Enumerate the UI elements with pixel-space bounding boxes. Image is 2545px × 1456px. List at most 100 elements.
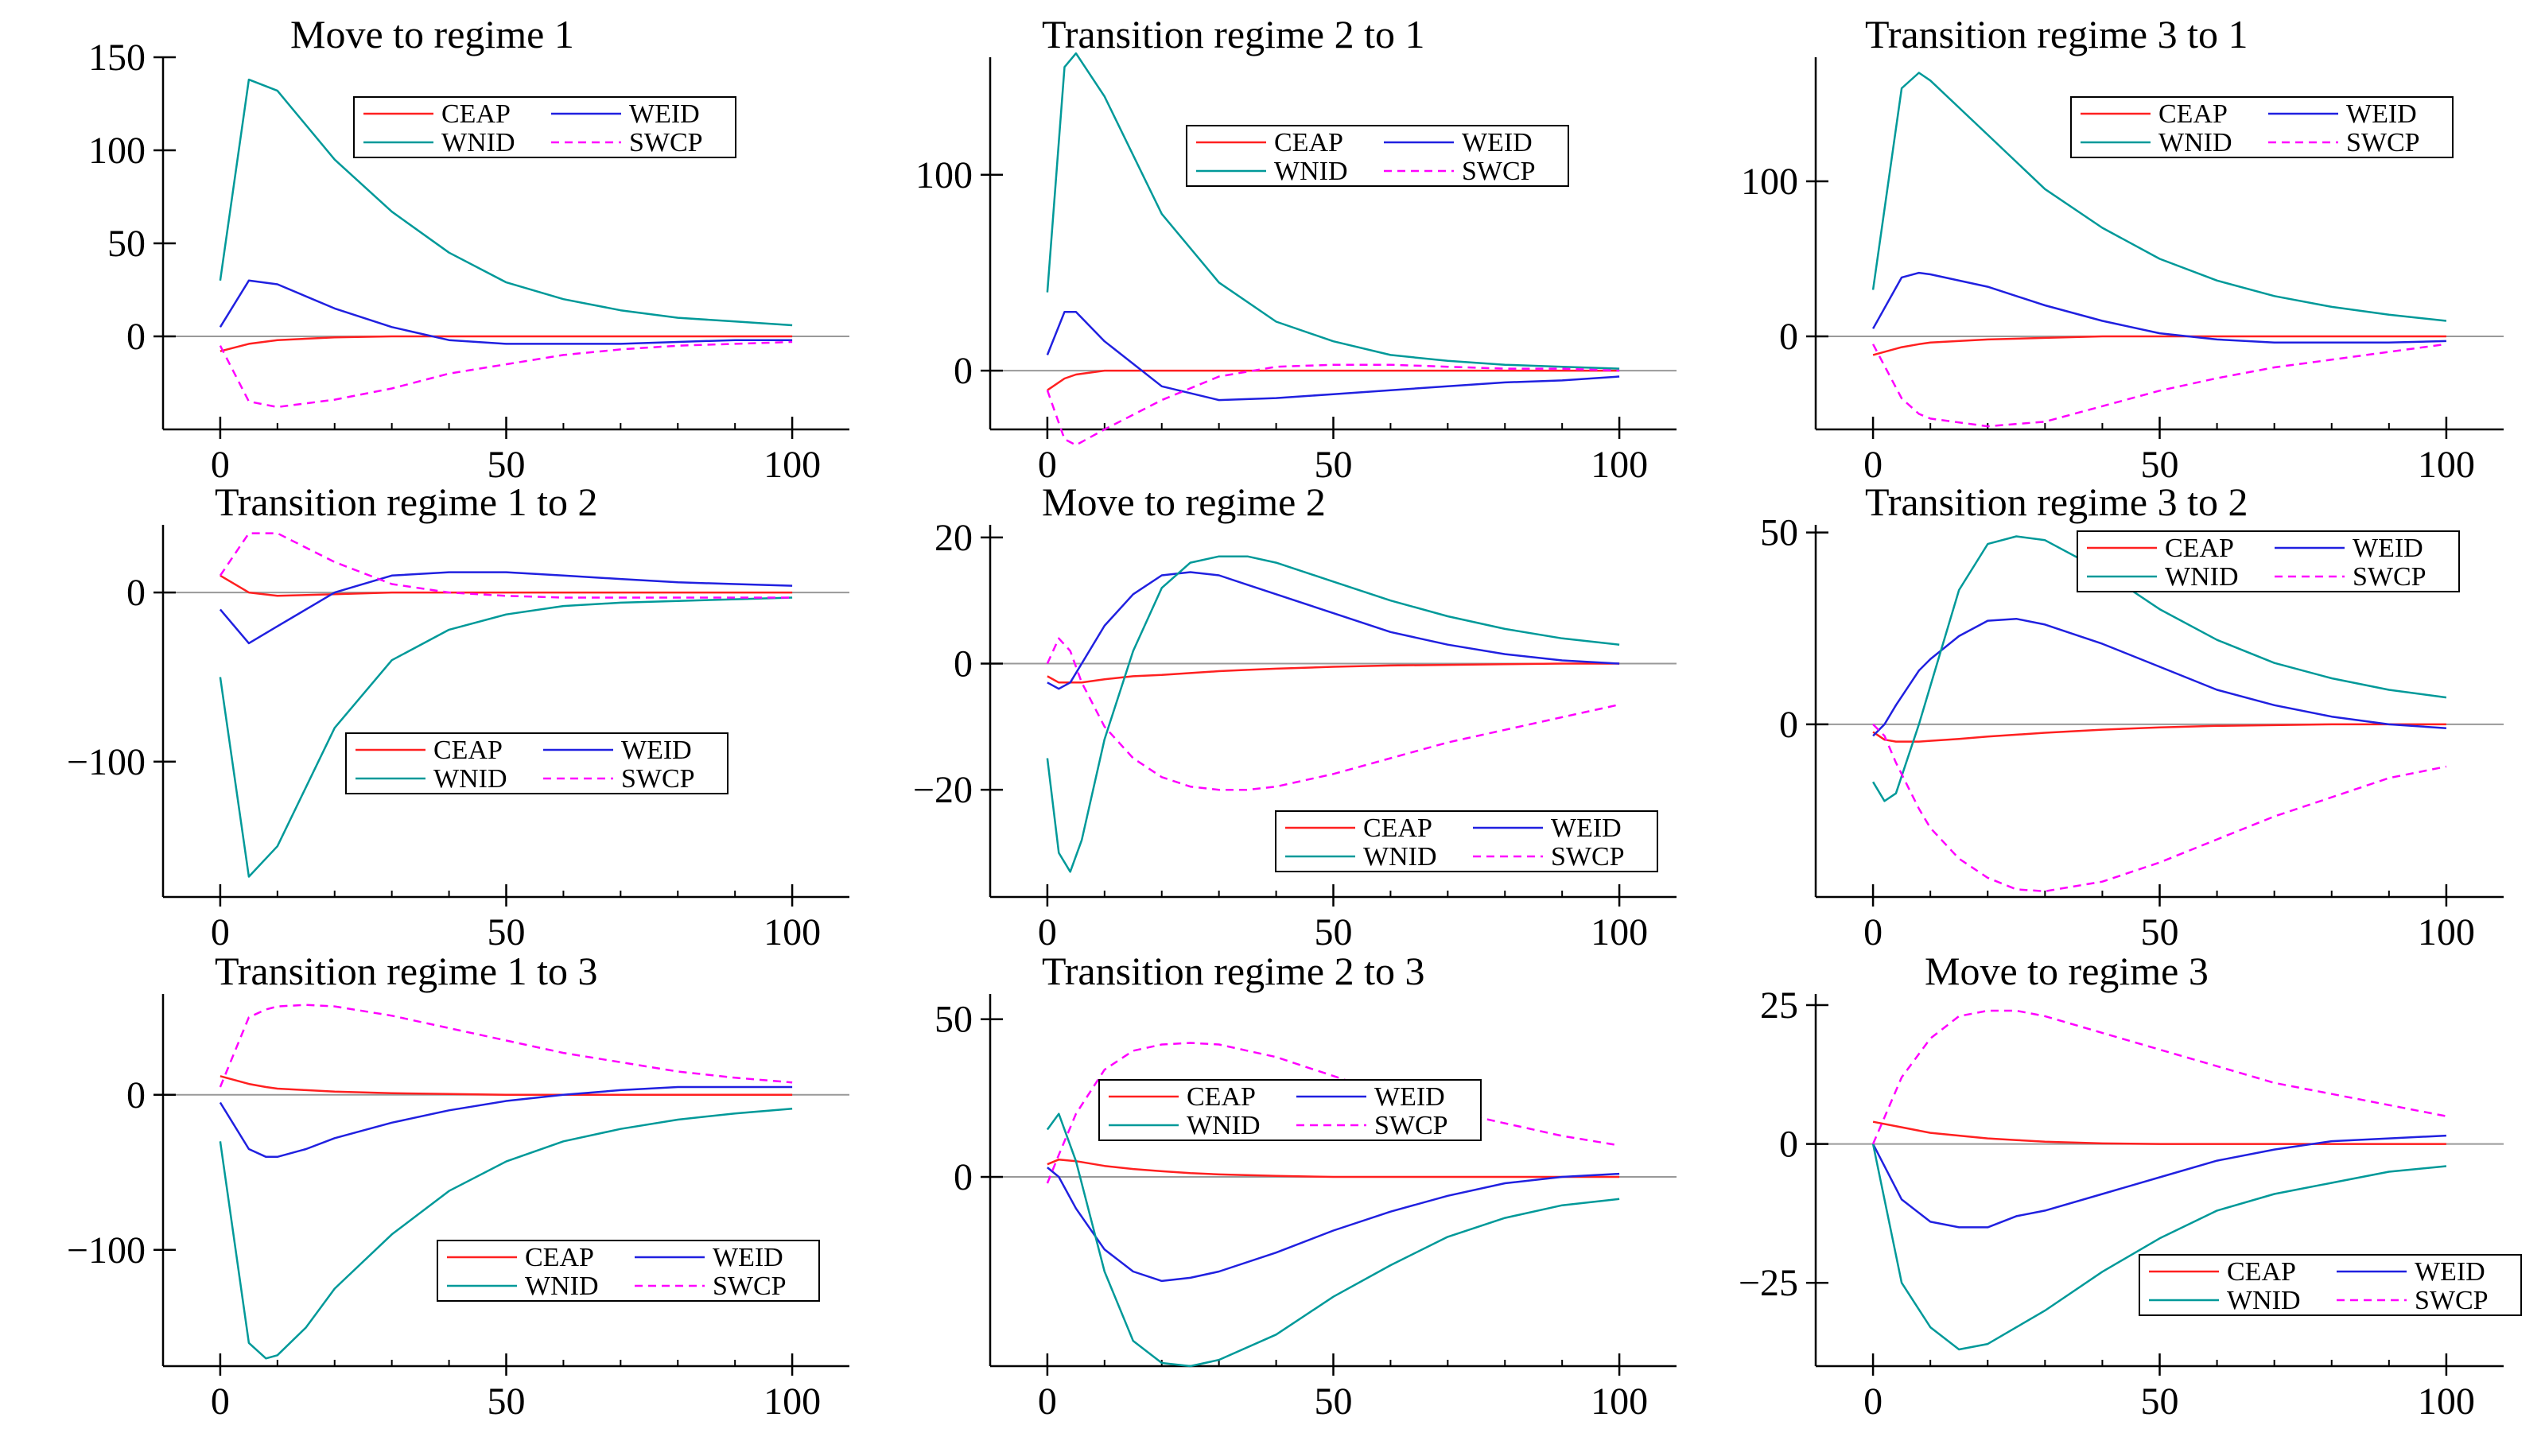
legend-label-swcp: SWCP bbox=[2346, 128, 2420, 157]
legend: CEAP WEID WNID SWCP bbox=[1275, 810, 1658, 872]
x-tick-label: 50 bbox=[2141, 911, 2179, 953]
series-line-weid bbox=[219, 1085, 793, 1159]
panel-transition-regime-2-to-1: 0 50 100 100 0 Transition regime 2 to 1 CEAP WE… bbox=[915, 12, 1677, 486]
legend-label-ceap: CEAP bbox=[1187, 1082, 1256, 1112]
x-tick-label: 0 bbox=[211, 911, 230, 953]
legend-label-ceap: CEAP bbox=[2158, 99, 2228, 129]
legend: CEAP WEID WNID SWCP bbox=[2077, 530, 2460, 592]
series-line-weid bbox=[1047, 1167, 1620, 1283]
series-line-ceap bbox=[1047, 1158, 1620, 1178]
y-tick-label: 20 bbox=[934, 517, 973, 559]
legend-box bbox=[2070, 96, 2454, 158]
x-tick-label: 0 bbox=[1038, 444, 1057, 486]
panel-title: Transition regime 1 to 3 bbox=[215, 949, 597, 993]
series-line-wnid bbox=[1871, 72, 2447, 322]
legend-box bbox=[437, 1240, 820, 1302]
y-tick-label: −100 bbox=[67, 1229, 146, 1272]
panel-move-to-regime-3: 0 50 100 25 0 −25 Move to regime 3 CEAP WEID WNID… bbox=[1739, 949, 2522, 1423]
panel-transition-regime-3-to-1: 0 50 100 100 0 Transition regime 3 to 1 CEAP WE… bbox=[1741, 12, 2504, 486]
legend: CEAP WEID WNID SWCP bbox=[1186, 125, 1569, 187]
x-tick-label: 100 bbox=[764, 444, 821, 486]
panel-title: Transition regime 3 to 2 bbox=[1865, 480, 2248, 524]
x-tick-label: 0 bbox=[1863, 444, 1883, 486]
x-tick-label: 0 bbox=[1863, 911, 1883, 953]
series-line-wnid bbox=[1046, 52, 1620, 370]
legend: CEAP WEID WNID SWCP bbox=[353, 96, 736, 158]
x-tick-label: 0 bbox=[1863, 1380, 1883, 1423]
series-line-wnid bbox=[1046, 555, 1620, 873]
y-tick-label: 50 bbox=[107, 223, 146, 265]
panel-title: Transition regime 1 to 2 bbox=[215, 480, 597, 524]
legend-box bbox=[1098, 1079, 1482, 1141]
legend: CEAP WEID WNID SWCP bbox=[1098, 1079, 1482, 1141]
y-tick-label: 25 bbox=[1760, 984, 1798, 1027]
legend-label-swcp: SWCP bbox=[2353, 562, 2426, 592]
legend-label-weid: WEID bbox=[2346, 99, 2417, 129]
series-line-wnid bbox=[1871, 1143, 2447, 1351]
legend-label-ceap: CEAP bbox=[2227, 1257, 2296, 1287]
series-line-ceap bbox=[1047, 662, 1620, 684]
legend-label-swcp: SWCP bbox=[1551, 842, 1625, 872]
y-tick-label: 0 bbox=[126, 572, 146, 614]
y-tick-label: 100 bbox=[1741, 161, 1798, 203]
panel-transition-regime-3-to-2: 0 50 100 50 0 Transition regime 3 to 2 CEAP WEI… bbox=[1760, 480, 2504, 953]
x-tick-label: 100 bbox=[2418, 1380, 2475, 1423]
legend-label-ceap: CEAP bbox=[441, 99, 511, 129]
legend-label-wnid: WNID bbox=[525, 1272, 599, 1301]
legend: CEAP WEID WNID SWCP bbox=[2139, 1254, 2522, 1316]
y-tick-label: 0 bbox=[1779, 1124, 1798, 1166]
x-tick-label: 50 bbox=[1315, 911, 1353, 953]
x-tick-label: 50 bbox=[2141, 1380, 2179, 1423]
legend-label-weid: WEID bbox=[1374, 1082, 1445, 1112]
legend-label-swcp: SWCP bbox=[1462, 157, 1536, 186]
x-tick-label: 50 bbox=[1315, 444, 1353, 486]
legend-label-weid: WEID bbox=[629, 99, 700, 129]
series-line-weid bbox=[219, 571, 793, 645]
x-tick-label: 0 bbox=[211, 444, 230, 486]
legend-label-wnid: WNID bbox=[433, 764, 507, 794]
series-line-weid bbox=[1046, 310, 1620, 402]
panel-title: Move to regime 1 bbox=[290, 12, 574, 56]
x-tick-label: 100 bbox=[2418, 444, 2475, 486]
legend-label-swcp: SWCP bbox=[2415, 1286, 2489, 1315]
panel-move-to-regime-2: 0 50 100 20 0 −20 Move to regime 2 CEAP WEID WNID… bbox=[913, 480, 1677, 953]
x-tick-label: 0 bbox=[1038, 911, 1057, 953]
y-tick-label: 0 bbox=[126, 1074, 146, 1116]
series-line-swcp bbox=[219, 340, 793, 409]
series-line-weid bbox=[1871, 1134, 2446, 1229]
panel-title: Move to regime 3 bbox=[1925, 949, 2209, 993]
y-tick-label: −20 bbox=[913, 769, 973, 811]
legend-label-wnid: WNID bbox=[1187, 1111, 1261, 1140]
legend-label-ceap: CEAP bbox=[525, 1243, 594, 1272]
legend-box bbox=[1186, 125, 1569, 187]
x-tick-label: 100 bbox=[764, 911, 821, 953]
legend-label-wnid: WNID bbox=[441, 128, 515, 157]
y-tick-label: 100 bbox=[915, 154, 973, 196]
panel-move-to-regime-1: 0 50 100 150 100 50 0 Move to regime 1 CEAP WEID W… bbox=[88, 12, 849, 486]
x-tick-label: 50 bbox=[1315, 1380, 1353, 1423]
series-line-ceap bbox=[1047, 369, 1620, 391]
series-line-ceap bbox=[1872, 335, 2446, 356]
series-line-wnid bbox=[1872, 535, 2447, 802]
legend-label-weid: WEID bbox=[621, 736, 692, 765]
legend-label-swcp: SWCP bbox=[713, 1272, 787, 1301]
x-tick-label: 50 bbox=[488, 911, 526, 953]
y-tick-label: 0 bbox=[1779, 704, 1798, 746]
legend-label-swcp: SWCP bbox=[629, 128, 703, 157]
y-tick-label: 100 bbox=[88, 130, 146, 172]
series-line-weid bbox=[1872, 271, 2446, 344]
legend-label-swcp: SWCP bbox=[1374, 1111, 1448, 1140]
series-line-ceap bbox=[1872, 723, 2446, 743]
y-tick-label: 0 bbox=[954, 643, 973, 685]
legend-label-wnid: WNID bbox=[2158, 128, 2232, 157]
series-line-ceap bbox=[220, 335, 793, 352]
panel-title: Move to regime 2 bbox=[1042, 480, 1326, 524]
legend-label-ceap: CEAP bbox=[2165, 534, 2234, 563]
legend-box bbox=[2077, 530, 2460, 592]
panel-title: Transition regime 3 to 1 bbox=[1865, 12, 2248, 56]
series-line-wnid bbox=[219, 1108, 793, 1360]
series-line-weid bbox=[219, 279, 793, 345]
x-tick-label: 100 bbox=[2418, 911, 2475, 953]
